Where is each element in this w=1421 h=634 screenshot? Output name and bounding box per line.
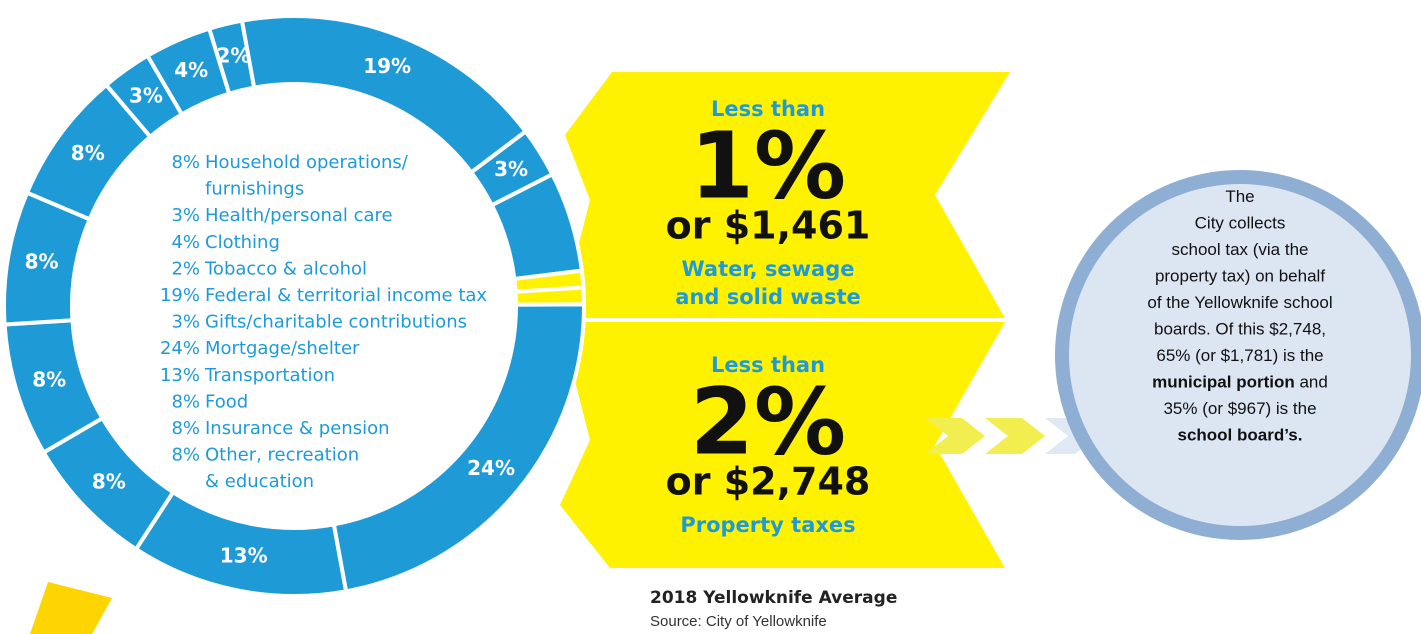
callout-band (560, 72, 1010, 318)
legend-text: Gifts/charitable contributions (205, 312, 467, 333)
note-text: The (1225, 187, 1254, 206)
legend-text: Household operations/ (205, 152, 409, 173)
legend-text: Tobacco & alcohol (204, 258, 367, 279)
legend-text: Insurance & pension (205, 418, 390, 439)
footer-title: 2018 Yellowknife Average (650, 588, 897, 608)
legend-percent: 3% (171, 312, 200, 333)
note-text: and (1295, 373, 1328, 392)
note: The City collects school tax (via the prope… (1147, 187, 1332, 445)
legend-text: Federal & territorial income tax (205, 285, 487, 306)
callout-line: Water, sewage (681, 257, 854, 281)
legend-percent: 4% (171, 232, 200, 253)
segment-label: 13% (220, 544, 268, 568)
note-text: 65% (or $1,781) is the (1156, 346, 1323, 365)
callout-band (560, 322, 1005, 568)
note-text: boards. Of this $2,748, (1154, 320, 1326, 339)
legend-percent: 19% (160, 285, 200, 306)
legend-percent: 8% (171, 445, 200, 466)
note-text: of the Yellowknife school (1147, 293, 1332, 312)
legend-percent: 8% (171, 391, 200, 412)
segment-label: 3% (129, 84, 163, 108)
legend-text: Health/personal care (205, 205, 393, 226)
callout-prefix: Less than (711, 97, 825, 121)
legend-text: Food (205, 391, 248, 412)
legend-text: & education (205, 471, 314, 492)
legend-text: Clothing (205, 232, 280, 253)
chevron (925, 418, 985, 454)
donut: 2% 19% 3% 24% 13% 8% 8% 8% 8% 3% 4% (2, 14, 587, 598)
donut-segment (513, 285, 587, 307)
note-text: school board’s. (1177, 426, 1302, 445)
legend-percent: 24% (160, 338, 200, 359)
note-circle (1055, 170, 1421, 540)
segment-label: 3% (494, 157, 528, 181)
legend-text: Mortgage/shelter (205, 338, 360, 359)
segment-label: 4% (174, 58, 208, 82)
callout-amount: or $1,461 (666, 204, 871, 248)
segment-label: 24% (467, 456, 515, 480)
legend-percent: 13% (160, 365, 200, 386)
footer-source: Source: City of Yellowknife (650, 613, 827, 630)
segment-label: 8% (92, 469, 126, 493)
callout-amount: or $2,748 (666, 460, 871, 504)
note-text: City collects (1195, 214, 1286, 233)
note-text: school tax (via the (1171, 240, 1308, 259)
segment-label: 2% (217, 44, 251, 68)
note-text: 35% (or $967) is the (1163, 399, 1316, 418)
chevron (985, 418, 1045, 454)
legend-percent: 8% (171, 152, 200, 173)
segment-label: 19% (363, 54, 411, 78)
note-text: property tax) on behalf (1155, 267, 1325, 286)
note-text: municipal portion (1152, 373, 1295, 392)
callout-line: and solid waste (675, 285, 860, 309)
segment-label: 8% (25, 250, 59, 274)
legend-percent: 8% (171, 418, 200, 439)
legend-percent: 2% (171, 258, 200, 279)
callout-percent: 1% (690, 112, 846, 219)
donut-segment (239, 14, 529, 176)
legend-text: furnishings (205, 179, 304, 200)
legend-percent: 3% (171, 205, 200, 226)
segment-label: 8% (32, 367, 66, 391)
legend-text: Other, recreation (205, 445, 359, 466)
callout-percent: 2% (690, 368, 846, 475)
corner-shape (30, 582, 112, 634)
donut-segment (144, 26, 232, 118)
callout-line: Property taxes (680, 513, 855, 537)
segment-label: 8% (71, 141, 105, 165)
donut-segment (331, 302, 586, 594)
callout-prefix: Less than (711, 353, 825, 377)
legend-text: Transportation (204, 365, 335, 386)
